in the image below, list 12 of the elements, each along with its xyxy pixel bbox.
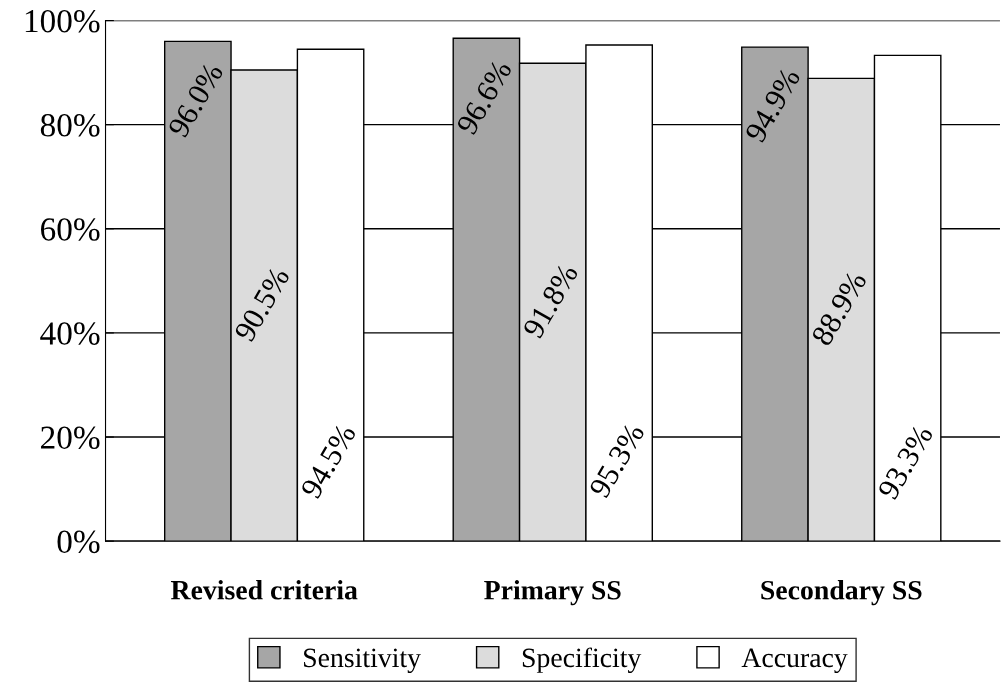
y-tick-label: 20%: [41, 426, 100, 450]
legend-label: Accuracy: [741, 648, 848, 673]
legend-label: Specificity: [522, 647, 642, 673]
y-tick-label: 80%: [40, 114, 100, 137]
y-tick-label: 100%: [25, 9, 100, 33]
legend-label: Sensitivity: [304, 648, 421, 673]
x-tick-label: Secondary SS: [761, 580, 922, 606]
y-tick-label: 0%: [57, 530, 100, 554]
x-tick-label: Primary SS: [484, 580, 621, 606]
y-tick-label: 60%: [41, 218, 100, 241]
x-tick-label: Revised criteria: [170, 580, 358, 600]
y-tick-label: 40%: [40, 322, 100, 345]
